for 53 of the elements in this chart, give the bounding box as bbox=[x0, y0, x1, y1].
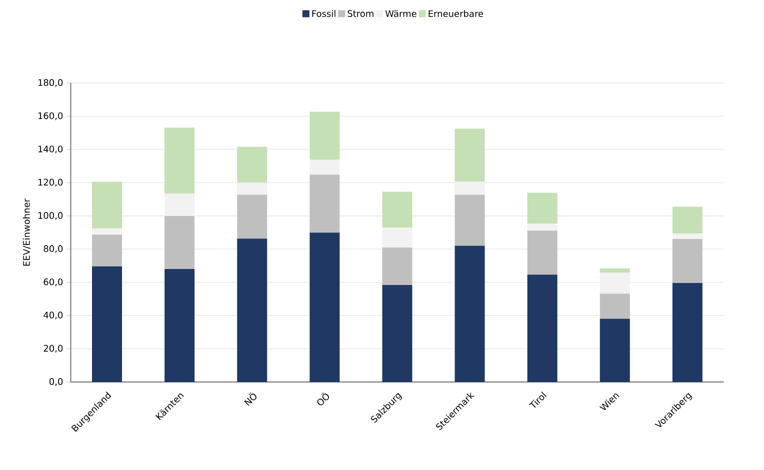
x-tick-label: NÖ bbox=[244, 392, 256, 406]
bar bbox=[672, 282, 702, 382]
bar bbox=[382, 284, 412, 382]
bar bbox=[527, 274, 558, 382]
legend-label: Wärme bbox=[385, 10, 416, 18]
bar bbox=[237, 182, 268, 195]
bar bbox=[382, 247, 412, 285]
bar bbox=[600, 318, 630, 382]
bar bbox=[454, 194, 485, 246]
bar bbox=[600, 272, 630, 294]
bar bbox=[454, 128, 485, 182]
legend-label: Strom bbox=[348, 10, 374, 17]
x-tick-label: OÖ bbox=[317, 392, 329, 406]
bar bbox=[92, 228, 122, 235]
y-tick-label: 180,0 bbox=[38, 79, 63, 87]
bar bbox=[454, 246, 485, 382]
bar bbox=[672, 238, 702, 283]
bar bbox=[672, 206, 702, 234]
y-tick-label: 20,0 bbox=[44, 344, 63, 353]
bar bbox=[310, 232, 340, 382]
bar bbox=[672, 234, 702, 239]
bar bbox=[310, 112, 340, 160]
bar bbox=[164, 269, 195, 382]
y-tick-label: 80,0 bbox=[44, 245, 63, 253]
bar bbox=[237, 146, 268, 183]
y-axis-title: EEV/Einwohner bbox=[22, 198, 31, 266]
bar bbox=[382, 228, 412, 248]
bar bbox=[382, 192, 412, 228]
y-tick-label: 40,0 bbox=[44, 312, 63, 320]
bar bbox=[600, 268, 630, 273]
bar bbox=[527, 224, 558, 231]
bar bbox=[92, 266, 122, 382]
y-tick-label: 120,0 bbox=[38, 178, 63, 187]
bar bbox=[237, 238, 268, 382]
y-tick-label: 60,0 bbox=[44, 278, 63, 286]
bar bbox=[164, 128, 195, 194]
bar bbox=[527, 230, 558, 275]
bar bbox=[527, 192, 558, 224]
bar bbox=[310, 160, 340, 175]
bar bbox=[164, 193, 195, 216]
bar bbox=[92, 182, 122, 228]
bar bbox=[310, 174, 340, 233]
y-tick-label: 100,0 bbox=[38, 212, 63, 220]
bar bbox=[92, 234, 122, 266]
bar bbox=[164, 216, 195, 270]
y-tick-label: 0,0 bbox=[49, 378, 63, 386]
bar bbox=[454, 182, 485, 195]
legend-label: Erneuerbare bbox=[428, 10, 484, 18]
y-tick-label: 160,0 bbox=[38, 112, 63, 120]
y-tick-label: 140,0 bbox=[38, 146, 63, 154]
bar bbox=[237, 194, 268, 239]
bar bbox=[600, 294, 630, 319]
legend-label: Fossil bbox=[312, 10, 336, 18]
